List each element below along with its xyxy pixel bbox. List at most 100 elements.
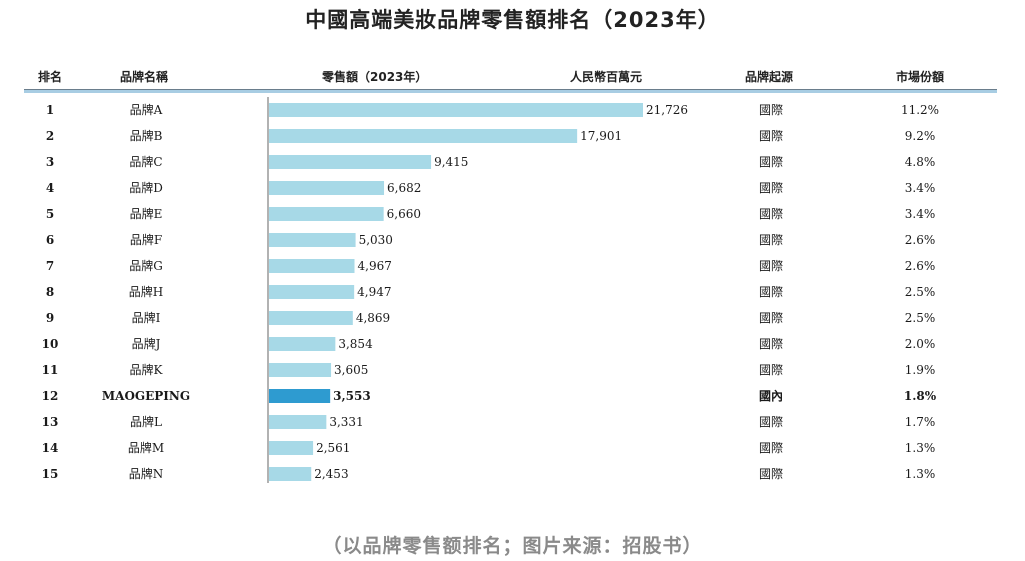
rank-label: 4 <box>46 181 54 195</box>
bar <box>269 337 336 351</box>
value-label: 9,415 <box>434 155 468 169</box>
brand-label: 品牌G <box>129 259 163 273</box>
rank-label: 8 <box>46 285 54 299</box>
brand-label: MAOGEPING <box>102 389 190 403</box>
rank-label: 1 <box>46 103 54 117</box>
value-label: 4,967 <box>358 259 392 273</box>
share-label: 1.3% <box>905 441 936 455</box>
bar <box>269 285 355 299</box>
rank-label: 11 <box>42 363 59 377</box>
rank-label: 14 <box>42 441 59 455</box>
bar <box>269 233 356 247</box>
origin-label: 國際 <box>759 259 783 273</box>
brand-label: 品牌J <box>132 337 161 351</box>
origin-label: 國際 <box>759 467 783 481</box>
share-label: 3.4% <box>905 207 936 221</box>
bar <box>269 259 355 273</box>
rank-label: 15 <box>42 467 59 481</box>
value-label: 4,947 <box>357 285 391 299</box>
header-divider <box>24 90 997 93</box>
value-label: 5,030 <box>359 233 393 247</box>
bar <box>269 129 578 143</box>
brand-label: 品牌H <box>129 285 163 299</box>
value-label: 2,453 <box>314 467 348 481</box>
bar <box>269 415 327 429</box>
share-label: 2.0% <box>905 337 936 351</box>
header-rank: 排名 <box>38 70 63 84</box>
share-label: 2.5% <box>905 311 936 325</box>
value-label: 17,901 <box>580 129 622 143</box>
value-label: 3,854 <box>338 337 373 351</box>
rank-label: 7 <box>46 259 54 273</box>
origin-label: 國際 <box>759 233 783 247</box>
bar <box>269 311 353 325</box>
value-label: 3,605 <box>334 363 368 377</box>
origin-label: 國際 <box>759 415 783 429</box>
origin-label: 國內 <box>759 388 783 403</box>
header-brand: 品牌名稱 <box>120 70 169 84</box>
bar <box>269 155 432 169</box>
origin-label: 國際 <box>759 285 783 299</box>
brand-label: 品牌M <box>128 441 164 455</box>
value-label: 3,553 <box>333 389 371 403</box>
value-label: 6,682 <box>387 181 421 195</box>
share-label: 2.6% <box>905 233 936 247</box>
rank-label: 9 <box>46 311 54 325</box>
value-label: 6,660 <box>387 207 421 221</box>
brand-label: 品牌D <box>129 181 163 195</box>
brand-label: 品牌B <box>130 129 163 143</box>
header-share: 市場份額 <box>896 70 945 84</box>
brand-label: 品牌K <box>130 363 164 377</box>
rank-label: 3 <box>46 155 54 169</box>
share-label: 2.6% <box>905 259 936 273</box>
origin-label: 國際 <box>759 207 783 221</box>
origin-label: 國際 <box>759 363 783 377</box>
brand-label: 品牌A <box>130 103 163 117</box>
share-label: 1.8% <box>904 389 937 403</box>
brand-label: 品牌E <box>130 207 163 221</box>
share-label: 2.5% <box>905 285 936 299</box>
origin-label: 國際 <box>759 337 783 351</box>
caption: （以品牌零售额排名；图片来源：招股书） <box>322 535 703 557</box>
share-label: 3.4% <box>905 181 936 195</box>
rank-label: 10 <box>42 337 59 351</box>
share-label: 9.2% <box>905 129 936 143</box>
value-label: 4,869 <box>356 311 390 325</box>
origin-label: 國際 <box>759 129 783 143</box>
value-label: 21,726 <box>646 103 688 117</box>
brand-label: 品牌C <box>129 155 162 169</box>
origin-label: 國際 <box>759 311 783 325</box>
bar <box>269 441 314 455</box>
rank-label: 6 <box>46 233 54 247</box>
bar <box>269 181 385 195</box>
brand-label: 品牌F <box>130 233 162 247</box>
brand-label: 品牌N <box>129 467 164 481</box>
share-label: 1.9% <box>905 363 936 377</box>
chart-title: 中國高端美妝品牌零售額排名（2023年） <box>305 8 720 32</box>
header-divider-dark <box>24 89 997 90</box>
share-label: 11.2% <box>901 103 939 117</box>
brand-label: 品牌L <box>130 415 162 429</box>
bar <box>269 467 312 481</box>
rank-label: 2 <box>46 129 54 143</box>
header-unit: 人民幣百萬元 <box>570 70 643 84</box>
rank-label: 12 <box>42 389 59 403</box>
header-origin: 品牌起源 <box>745 70 794 84</box>
bar <box>269 207 384 221</box>
rank-label: 13 <box>42 415 59 429</box>
header-sales: 零售額（2023年） <box>322 70 428 84</box>
share-label: 1.3% <box>905 467 936 481</box>
bar <box>269 103 643 117</box>
bar <box>269 363 332 377</box>
origin-label: 國際 <box>759 103 783 117</box>
share-label: 4.8% <box>905 155 936 169</box>
value-label: 3,331 <box>329 415 363 429</box>
share-label: 1.7% <box>905 415 936 429</box>
bar <box>269 389 331 403</box>
origin-label: 國際 <box>759 181 783 195</box>
origin-label: 國際 <box>759 155 783 169</box>
value-label: 2,561 <box>316 441 350 455</box>
brand-label: 品牌I <box>132 311 161 325</box>
rank-label: 5 <box>46 207 54 221</box>
